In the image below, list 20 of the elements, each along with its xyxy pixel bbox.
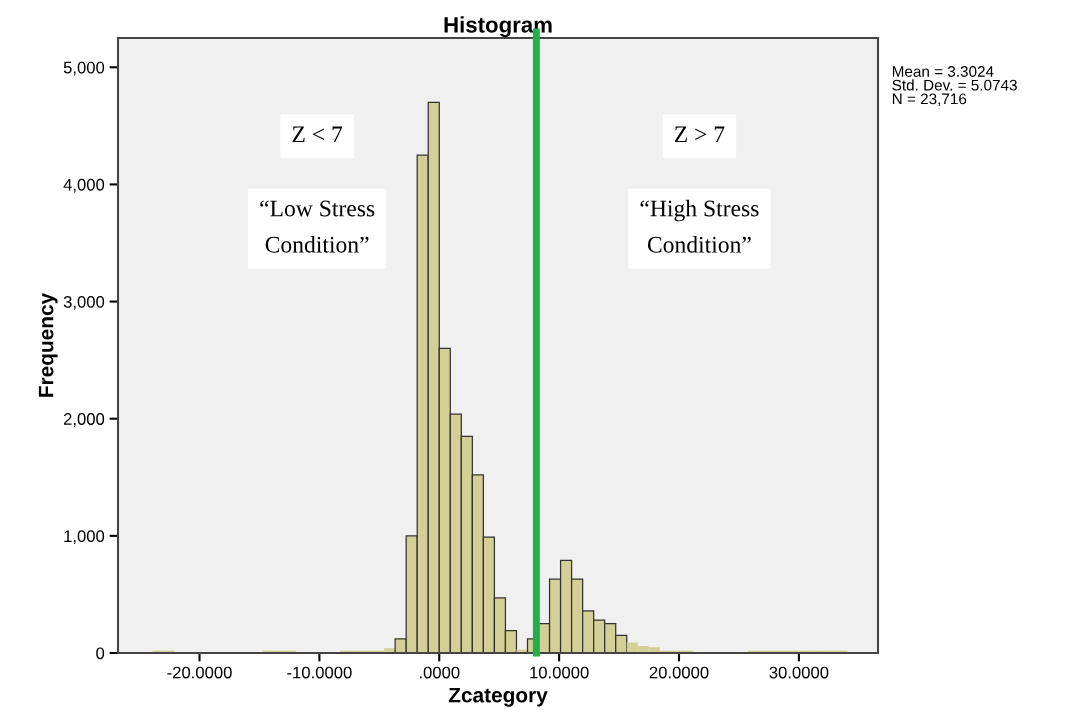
- chart-title: Histogram: [444, 16, 552, 38]
- y-tick-label: 4,000: [63, 178, 105, 193]
- x-tick-label: 30.0000: [769, 666, 829, 679]
- y-tick-label: 5,000: [63, 61, 105, 76]
- annotation: Z > 7: [674, 126, 725, 143]
- x-axis-title: Zcategory: [448, 687, 548, 707]
- y-tick-label: 3,000: [63, 295, 105, 310]
- x-tick-label: .0000: [419, 666, 460, 679]
- text: Mean = 3.3024 Std. Dev. = 5.0743 N = 23,716: [892, 66, 1017, 107]
- y-tick-label: 2,000: [63, 413, 105, 427]
- annotation: “High Stress Condition”: [640, 199, 759, 253]
- annotation: Z < 7: [292, 126, 343, 143]
- x-tick-label: 10.0000: [530, 666, 589, 679]
- y-tick-label: 1,000: [64, 530, 105, 545]
- y-axis-title: Frequency: [38, 292, 58, 397]
- x-tick-label: -20.0000: [167, 666, 232, 679]
- x-tick-label: 20.0000: [649, 666, 709, 679]
- x-tick-label: -10.0000: [287, 666, 352, 679]
- y-tick-label: 0: [96, 647, 105, 660]
- annotation: “Low Stress Condition”: [260, 200, 375, 253]
